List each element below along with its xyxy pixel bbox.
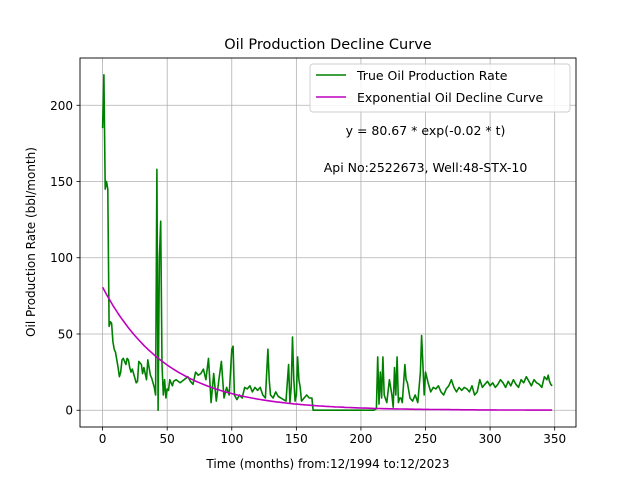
x-tick-label: 350 (543, 432, 566, 446)
y-tick-label: 200 (50, 99, 73, 113)
x-tick-label: 150 (285, 432, 308, 446)
annotations: y = 80.67 * exp(-0.02 * t) Api No:2522673… (324, 123, 528, 175)
y-axis-ticks: 0 50 100 150 200 (50, 99, 80, 418)
y-tick-label: 150 (50, 175, 73, 189)
x-tick-label: 250 (414, 432, 437, 446)
y-tick-label: 50 (58, 327, 73, 341)
legend: True Oil Production Rate Exponential Oil… (309, 63, 571, 113)
x-tick-label: 0 (99, 432, 107, 446)
x-tick-label: 100 (220, 432, 243, 446)
legend-label-true-rate: True Oil Production Rate (356, 68, 508, 83)
y-tick-label: 0 (65, 404, 73, 418)
chart-title: Oil Production Decline Curve (224, 37, 432, 53)
y-tick-label: 100 (50, 251, 73, 265)
series-line-1 (101, 286, 553, 411)
x-tick-label: 200 (349, 432, 372, 446)
x-tick-label: 50 (160, 432, 175, 446)
annotation-0: y = 80.67 * exp(-0.02 * t) (346, 123, 506, 138)
y-axis-label: Oil Production Rate (bbl/month) (24, 147, 38, 337)
x-tick-label: 300 (479, 432, 502, 446)
series-layer (101, 74, 553, 411)
legend-label-decline-curve: Exponential Oil Decline Curve (357, 90, 544, 105)
plot-frame (79, 57, 577, 428)
grid-lines (80, 58, 576, 427)
annotation-1: Api No:2522673, Well:48-STX-10 (324, 160, 528, 175)
legend-box (309, 63, 571, 113)
series-line-0 (101, 74, 553, 411)
x-axis-ticks: 0 50 100 150 200 250 300 350 (99, 427, 566, 446)
x-axis-label: Time (months) from:12/1994 to:12/2023 (205, 457, 449, 471)
